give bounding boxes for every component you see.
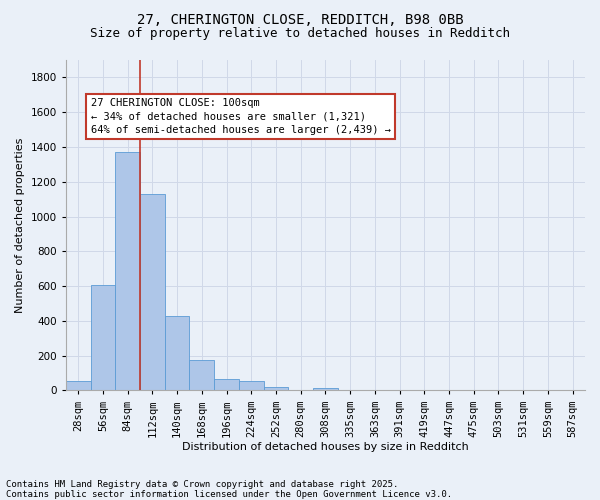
Bar: [91, 285, 115, 391]
Bar: [263, 387, 289, 390]
Bar: [214, 379, 239, 390]
Bar: [66, 381, 91, 390]
Text: Contains public sector information licensed under the Open Government Licence v3: Contains public sector information licen…: [6, 490, 452, 499]
Bar: [165, 316, 190, 390]
Y-axis label: Number of detached properties: Number of detached properties: [15, 138, 25, 313]
Text: 27 CHERINGTON CLOSE: 100sqm
← 34% of detached houses are smaller (1,321)
64% of : 27 CHERINGTON CLOSE: 100sqm ← 34% of det…: [91, 98, 391, 134]
Bar: [313, 388, 338, 390]
Text: Size of property relative to detached houses in Redditch: Size of property relative to detached ho…: [90, 28, 510, 40]
Text: 27, CHERINGTON CLOSE, REDDITCH, B98 0BB: 27, CHERINGTON CLOSE, REDDITCH, B98 0BB: [137, 12, 463, 26]
Bar: [115, 152, 140, 390]
Bar: [239, 381, 263, 390]
Bar: [190, 360, 214, 390]
Bar: [140, 194, 165, 390]
X-axis label: Distribution of detached houses by size in Redditch: Distribution of detached houses by size …: [182, 442, 469, 452]
Text: Contains HM Land Registry data © Crown copyright and database right 2025.: Contains HM Land Registry data © Crown c…: [6, 480, 398, 489]
